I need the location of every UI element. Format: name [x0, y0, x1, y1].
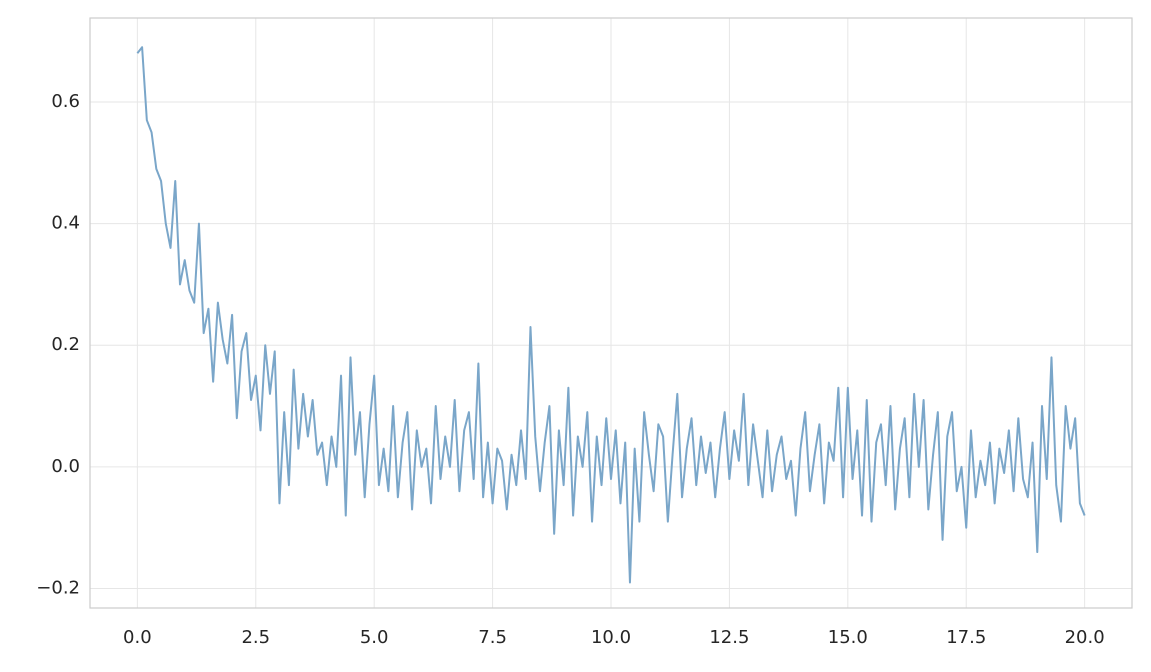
- x-tick-label: 2.5: [241, 627, 270, 648]
- x-tick-label: 7.5: [478, 627, 507, 648]
- plot-frame: [89, 17, 1133, 609]
- x-tick-label: 15.0: [828, 627, 868, 648]
- x-tick-label: 12.5: [709, 627, 749, 648]
- y-tick-label: −0.2: [36, 578, 80, 599]
- data-line: [136, 46, 1086, 584]
- x-tick-label: 5.0: [360, 627, 389, 648]
- x-tick-label: 20.0: [1065, 627, 1105, 648]
- y-tick-label: 0.2: [51, 334, 80, 355]
- x-tick-label: 17.5: [946, 627, 986, 648]
- x-tick-label: 10.0: [591, 627, 631, 648]
- y-tick-label: 0.6: [51, 91, 80, 112]
- x-tick-label: 0.0: [123, 627, 152, 648]
- y-tick-label: 0.0: [51, 456, 80, 477]
- y-tick-label: 0.4: [51, 213, 80, 234]
